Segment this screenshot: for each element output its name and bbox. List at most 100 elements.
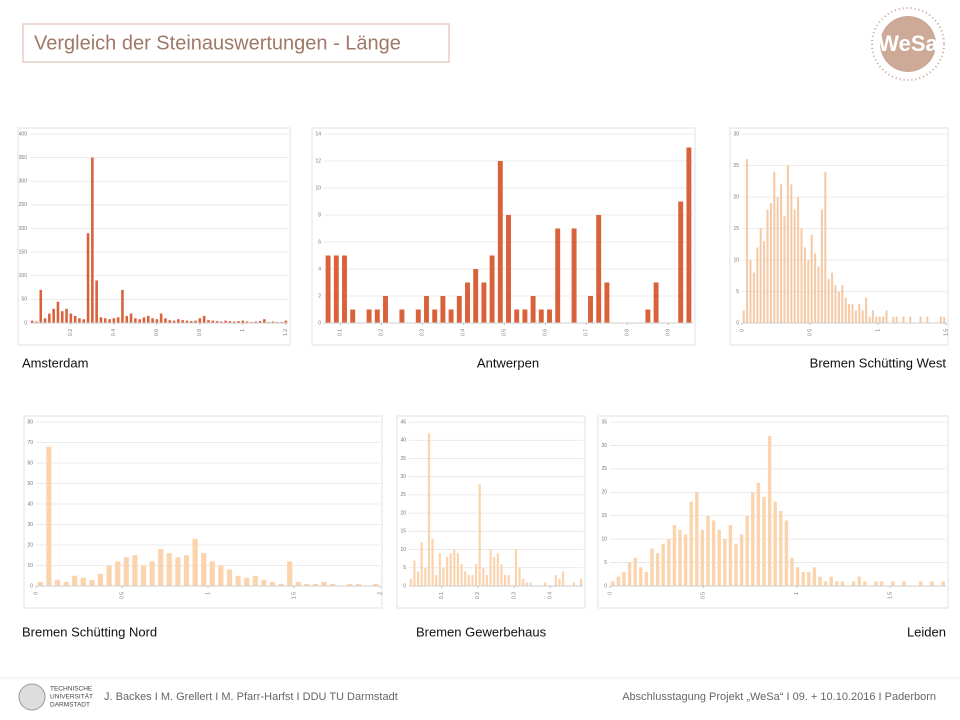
bar xyxy=(166,553,172,586)
bar xyxy=(46,446,52,586)
bar xyxy=(383,296,388,323)
x-tick-label: 0.5 xyxy=(502,329,508,336)
bar xyxy=(449,553,452,586)
bar xyxy=(763,241,766,323)
bar xyxy=(596,215,602,323)
bar xyxy=(689,501,693,586)
title-box xyxy=(22,23,450,63)
bar xyxy=(350,309,356,323)
bar xyxy=(496,553,499,586)
y-tick-label: 0 xyxy=(403,583,406,589)
bar xyxy=(159,313,163,323)
y-tick-label: 25 xyxy=(400,492,406,498)
y-tick-label: 5 xyxy=(736,289,739,295)
bar xyxy=(69,313,73,323)
bar xyxy=(63,581,69,586)
bar xyxy=(863,581,867,586)
x-tick-label: 1 xyxy=(205,592,211,595)
y-tick-label: 150 xyxy=(19,249,28,255)
bar xyxy=(467,575,470,586)
bar xyxy=(261,579,267,586)
bar xyxy=(232,321,236,323)
y-tick-label: 0 xyxy=(24,320,27,326)
bar xyxy=(366,309,372,323)
bar xyxy=(415,309,421,323)
bar xyxy=(35,321,38,323)
bar xyxy=(812,567,817,586)
bar xyxy=(202,315,206,323)
bar xyxy=(497,161,503,323)
bar xyxy=(211,320,215,323)
x-tick-label: 0.3 xyxy=(420,329,426,336)
bar xyxy=(218,565,224,586)
bar xyxy=(78,318,81,323)
plot-frame xyxy=(23,415,383,609)
y-tick-label: 0 xyxy=(604,583,607,589)
bar xyxy=(80,577,86,586)
bar xyxy=(151,318,154,323)
bar xyxy=(851,304,854,323)
bar xyxy=(773,171,776,323)
bar xyxy=(848,304,851,323)
y-tick-label: 10 xyxy=(315,185,321,191)
bar xyxy=(790,557,794,586)
bar xyxy=(355,583,362,586)
bar xyxy=(655,553,660,586)
bar xyxy=(834,285,837,323)
bar xyxy=(829,576,833,586)
bar xyxy=(892,316,895,323)
bar xyxy=(278,583,284,586)
bar xyxy=(767,436,772,586)
bar xyxy=(503,575,507,586)
bar xyxy=(547,309,552,323)
bar xyxy=(235,575,241,586)
bar xyxy=(818,576,822,586)
footer-event: Abschlusstagung Projekt „WeSa“ I 09. + 1… xyxy=(622,691,936,703)
x-tick-label: 1.5 xyxy=(291,592,297,599)
bar xyxy=(453,549,456,586)
bar xyxy=(493,556,496,586)
bar xyxy=(823,581,828,586)
plot-frame xyxy=(396,415,586,609)
bar xyxy=(695,492,699,586)
bar xyxy=(146,315,150,323)
bar xyxy=(445,556,449,586)
university-name: TECHNISCHE xyxy=(50,686,93,693)
bar xyxy=(604,282,610,323)
y-tick-label: 25 xyxy=(733,163,739,169)
bar xyxy=(295,581,301,586)
bar xyxy=(56,301,60,323)
y-tick-label: 400 xyxy=(19,131,28,137)
bar xyxy=(616,576,621,586)
y-tick-label: 20 xyxy=(601,490,607,496)
bar xyxy=(89,579,95,586)
bar xyxy=(588,296,593,323)
bar xyxy=(644,571,649,586)
bar xyxy=(442,567,445,586)
chart-caption: Bremen Schütting Nord xyxy=(22,624,157,639)
y-tick-label: 200 xyxy=(19,226,28,232)
bar xyxy=(65,308,68,323)
bar xyxy=(168,320,172,323)
bar xyxy=(103,318,107,323)
bar xyxy=(820,209,823,323)
bar xyxy=(926,316,929,323)
y-tick-label: 10 xyxy=(733,257,739,263)
bar xyxy=(432,309,438,323)
bar xyxy=(555,228,561,323)
bar xyxy=(123,557,129,586)
x-tick-label: 0.5 xyxy=(119,592,125,599)
bar xyxy=(627,562,632,586)
bar xyxy=(121,289,124,323)
bar xyxy=(54,579,61,586)
x-tick-label: 0.1 xyxy=(439,592,445,599)
bar xyxy=(514,549,518,586)
bar xyxy=(175,557,181,586)
y-tick-label: 25 xyxy=(601,466,607,472)
bar xyxy=(254,321,258,323)
university-seal xyxy=(18,683,46,711)
y-tick-label: 5 xyxy=(403,565,406,571)
bar xyxy=(72,575,78,586)
bar xyxy=(800,228,803,323)
